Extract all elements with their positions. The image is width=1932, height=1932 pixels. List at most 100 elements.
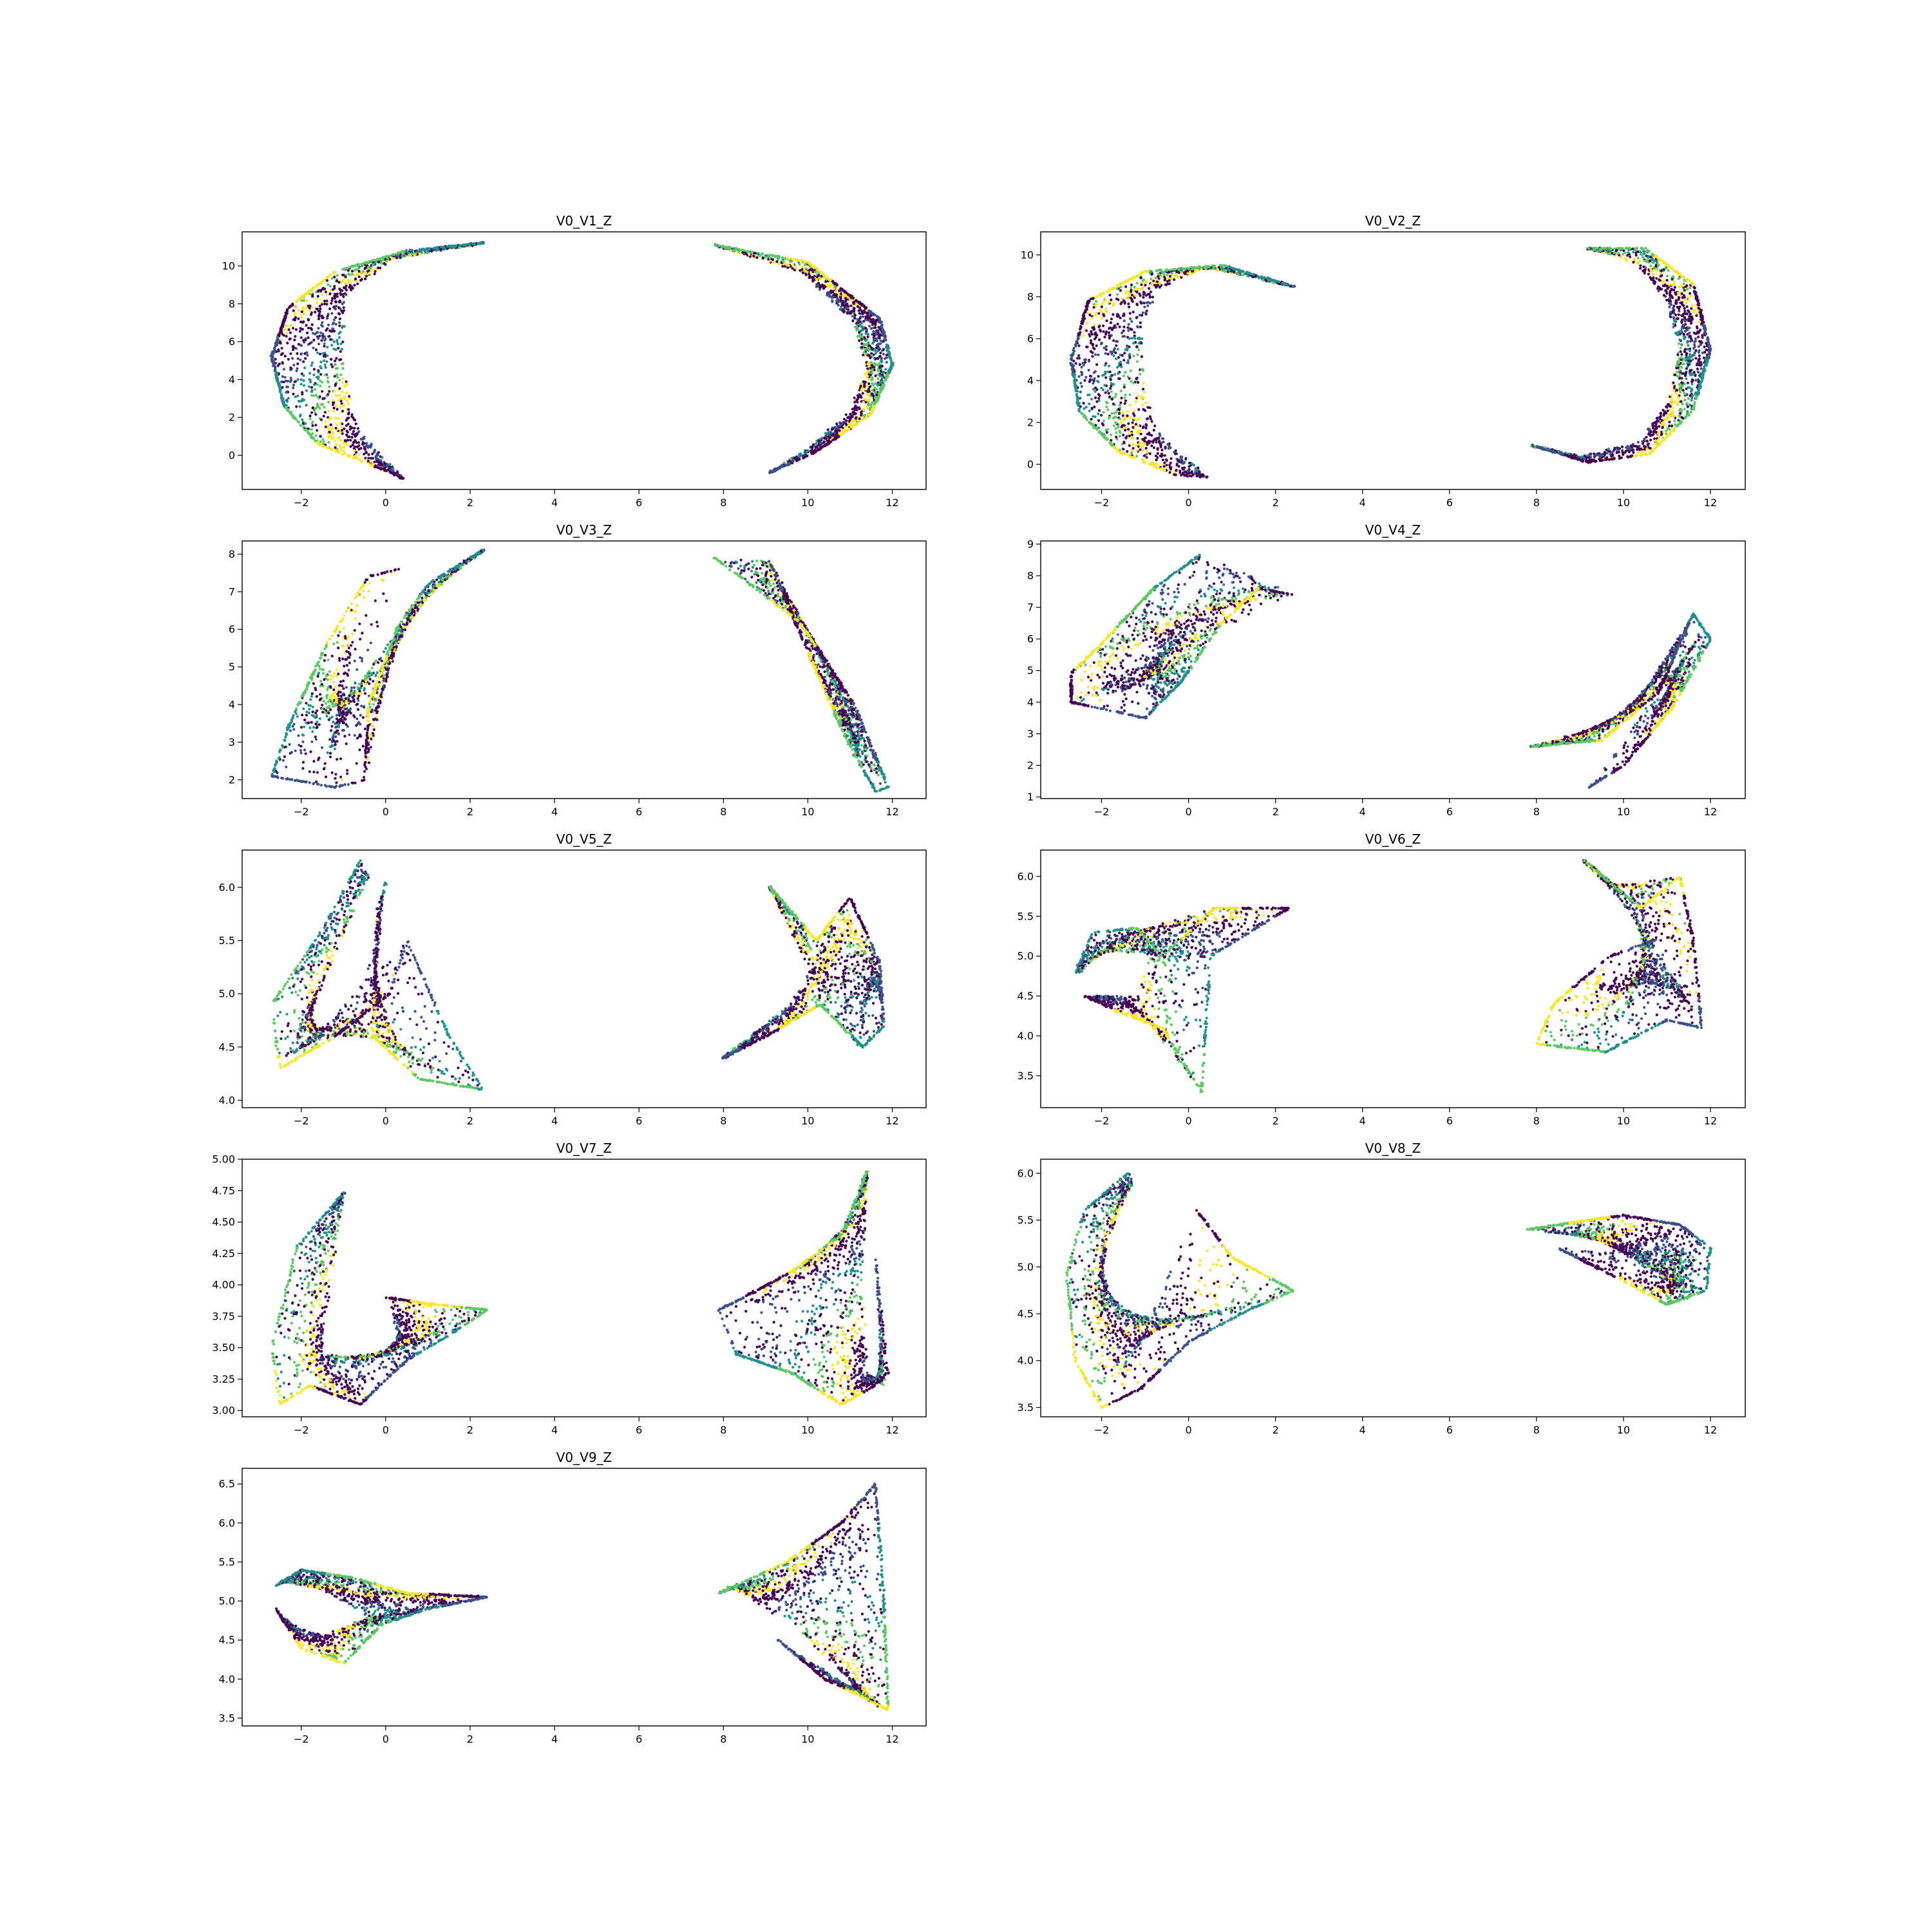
data-point bbox=[1170, 457, 1173, 460]
data-point bbox=[392, 257, 395, 260]
data-point bbox=[442, 246, 444, 249]
data-point bbox=[853, 413, 855, 415]
data-point bbox=[398, 252, 401, 254]
y-tick-label: 8 bbox=[229, 298, 235, 310]
data-point bbox=[1084, 417, 1087, 419]
data-point bbox=[327, 428, 330, 430]
data-point bbox=[1108, 335, 1111, 337]
data-point bbox=[283, 319, 286, 321]
data-point bbox=[1111, 412, 1113, 415]
data-point bbox=[848, 415, 850, 418]
data-point bbox=[341, 363, 343, 365]
data-point bbox=[1140, 272, 1142, 274]
data-point bbox=[327, 377, 329, 379]
data-point bbox=[326, 360, 328, 363]
data-point bbox=[330, 312, 333, 315]
data-point bbox=[764, 256, 767, 259]
data-point bbox=[308, 372, 311, 375]
data-point bbox=[1119, 431, 1121, 434]
data-point bbox=[854, 314, 857, 317]
data-point bbox=[1151, 420, 1153, 422]
data-point bbox=[341, 327, 343, 329]
data-point bbox=[316, 298, 319, 300]
data-point bbox=[355, 441, 358, 444]
data-point bbox=[1242, 270, 1245, 272]
data-point bbox=[347, 408, 350, 411]
data-point bbox=[817, 281, 820, 284]
data-point bbox=[723, 245, 725, 248]
data-point bbox=[779, 466, 781, 469]
data-point bbox=[347, 455, 350, 458]
data-point bbox=[882, 353, 885, 355]
data-point bbox=[1191, 272, 1193, 275]
data-point bbox=[1162, 465, 1165, 468]
data-point bbox=[432, 247, 435, 250]
data-point bbox=[888, 353, 891, 355]
data-point bbox=[772, 261, 775, 264]
data-point bbox=[272, 357, 274, 359]
data-point bbox=[877, 383, 880, 386]
data-point bbox=[339, 446, 342, 449]
data-point bbox=[878, 355, 881, 357]
data-point bbox=[1142, 279, 1144, 282]
data-point bbox=[1108, 416, 1111, 419]
data-point bbox=[1101, 374, 1104, 377]
data-point bbox=[1099, 308, 1101, 311]
data-point bbox=[1084, 376, 1087, 379]
data-point bbox=[871, 412, 873, 415]
data-point bbox=[1151, 441, 1154, 444]
data-point bbox=[1153, 446, 1155, 449]
data-point bbox=[322, 287, 325, 289]
data-point bbox=[1124, 437, 1127, 439]
data-point bbox=[335, 443, 337, 446]
data-point bbox=[330, 302, 332, 305]
data-point bbox=[1192, 266, 1195, 269]
data-point bbox=[354, 284, 356, 287]
data-point bbox=[866, 390, 869, 393]
data-point bbox=[292, 348, 294, 351]
data-point bbox=[314, 411, 316, 413]
data-point bbox=[1143, 391, 1146, 393]
data-point bbox=[828, 433, 830, 435]
data-point bbox=[1133, 410, 1135, 412]
data-point bbox=[884, 357, 886, 360]
data-point bbox=[1127, 422, 1130, 425]
data-point bbox=[858, 307, 861, 309]
data-point bbox=[1148, 287, 1150, 290]
data-point bbox=[1139, 288, 1142, 290]
data-point bbox=[289, 332, 292, 334]
data-point bbox=[402, 254, 405, 256]
data-point bbox=[858, 420, 861, 422]
data-point bbox=[276, 336, 279, 338]
y-tick-label: 10 bbox=[222, 260, 235, 272]
data-point bbox=[881, 323, 884, 326]
data-point bbox=[312, 406, 314, 409]
data-point bbox=[1088, 402, 1090, 405]
data-point bbox=[788, 265, 790, 267]
data-point bbox=[273, 347, 276, 350]
data-point bbox=[331, 366, 334, 368]
data-point bbox=[1105, 310, 1108, 313]
data-point bbox=[338, 313, 341, 316]
data-point bbox=[853, 397, 856, 399]
data-point bbox=[747, 251, 750, 253]
data-point bbox=[1676, 354, 1679, 356]
data-point bbox=[1108, 392, 1110, 395]
data-point bbox=[334, 390, 336, 392]
data-point bbox=[326, 327, 328, 330]
data-point bbox=[1281, 282, 1283, 285]
data-point bbox=[299, 405, 301, 408]
data-point bbox=[305, 351, 308, 354]
data-point bbox=[1248, 272, 1251, 274]
data-point bbox=[1083, 364, 1085, 366]
data-point bbox=[1103, 384, 1106, 386]
data-point bbox=[1083, 379, 1086, 382]
data-point bbox=[302, 361, 305, 363]
data-point bbox=[309, 415, 312, 417]
data-point bbox=[1168, 447, 1170, 450]
data-point bbox=[312, 332, 314, 334]
data-point bbox=[1144, 409, 1146, 412]
data-point bbox=[790, 458, 792, 460]
data-point bbox=[308, 310, 311, 312]
data-point bbox=[353, 450, 355, 452]
